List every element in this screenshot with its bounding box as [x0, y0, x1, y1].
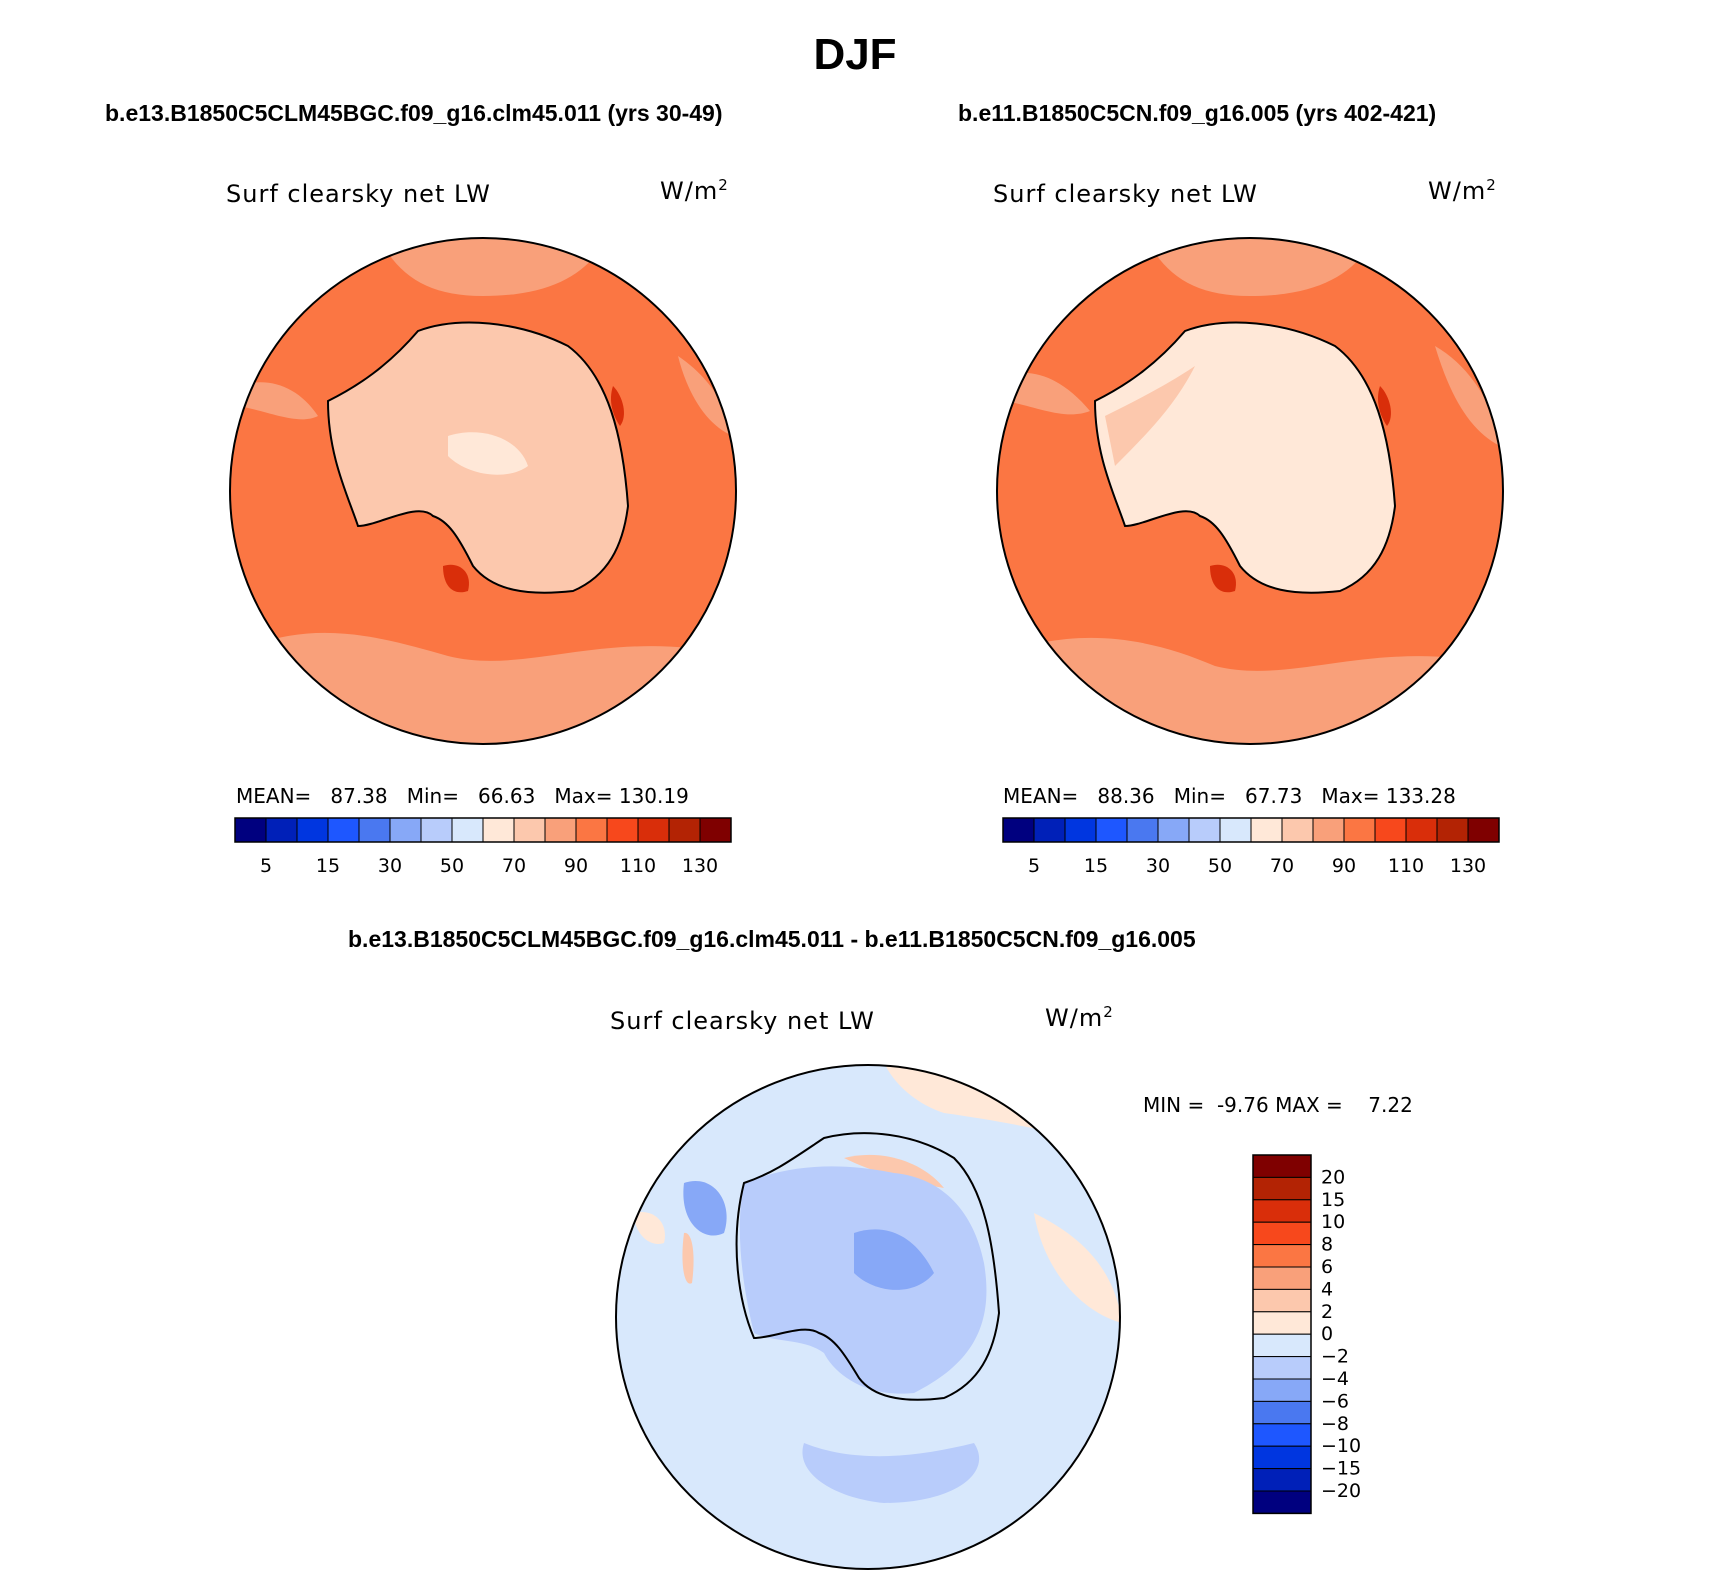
- panel-1-colorbar-swatch: [482, 817, 515, 843]
- panel-1-colorbar-tick-label: 15: [316, 855, 340, 877]
- panel-1-colorbar: 5 15 30 50 70 90 110 130: [234, 817, 732, 877]
- diff-colorbar-tick-label: 0: [1321, 1323, 1333, 1345]
- panel-2-colorbar-swatch: [1250, 817, 1283, 843]
- panel-2-colorbar-tick-label: 50: [1208, 855, 1232, 877]
- main-title: DJF: [813, 30, 897, 79]
- diff-map: [615, 1064, 1121, 1570]
- panel-1-colorbar-swatch: [296, 817, 329, 843]
- diff-colorbar-swatch: [1252, 1288, 1312, 1313]
- panel-2-colorbar-swatch: [1188, 817, 1221, 843]
- panel-2-colorbar-swatch: [1219, 817, 1252, 843]
- panel-2-stats: MEAN= 88.36 Min= 67.73 Max= 133.28: [1003, 784, 1456, 808]
- diff-colorbar-tick-label: 8: [1321, 1234, 1333, 1256]
- panel-2-colorbar-swatch: [1095, 817, 1128, 843]
- panel-1-map: [229, 237, 737, 745]
- panel-1-colorbar-tick-label: 50: [440, 855, 464, 877]
- diff-colorbar-swatch: [1252, 1311, 1312, 1335]
- diff-colorbar-swatch: [1252, 1154, 1312, 1178]
- panel-1-colorbar-swatch: [358, 817, 391, 843]
- diff-colorbar-swatch: [1252, 1490, 1312, 1514]
- diff-colorbar-tick-label: 15: [1321, 1189, 1345, 1211]
- panel-2-colorbar-tick-label: 30: [1146, 855, 1170, 877]
- diff-variable-label: Surf clearsky net LW: [610, 1007, 875, 1035]
- panel-2-colorbar: 5 15 30 50 70 90 110 130: [1002, 817, 1500, 877]
- panel-1-stats: MEAN= 87.38 Min= 66.63 Max= 130.19: [236, 784, 689, 808]
- panel-2-colorbar-swatch: [1405, 817, 1438, 843]
- panel-1-colorbar-tick-label: 90: [564, 855, 588, 877]
- panel-2-colorbar-tick-label: 70: [1270, 855, 1294, 877]
- diff-colorbar-swatch: [1252, 1356, 1312, 1380]
- panel-2-colorbar-swatch: [1374, 817, 1407, 843]
- diff-colorbar-tick-label: 6: [1321, 1256, 1333, 1278]
- panel-2-colorbar-swatch: [1002, 817, 1035, 843]
- panel-1-colorbar-swatch: [513, 817, 546, 843]
- diff-colorbar-swatch: [1252, 1176, 1312, 1201]
- diff-colorbar-tick-label: −4: [1321, 1368, 1349, 1390]
- panel-2-variable-label: Surf clearsky net LW: [993, 180, 1258, 208]
- diff-colorbar-tick-label: 4: [1321, 1278, 1333, 1300]
- panel-1-colorbar-tick-label: 5: [260, 855, 272, 877]
- panel-2-map: [996, 237, 1504, 745]
- panel-1-colorbar-swatch: [668, 817, 701, 843]
- diff-colorbar-tick-label: −8: [1321, 1413, 1349, 1435]
- panel-1-colorbar-swatch: [265, 817, 298, 843]
- panel-1-colorbar-swatch: [234, 817, 267, 843]
- diff-colorbar-swatch: [1252, 1468, 1312, 1492]
- diff-colorbar-swatch: [1252, 1400, 1312, 1425]
- panel-2-colorbar-tick-label: 15: [1084, 855, 1108, 877]
- panel-1-colorbar-swatch: [327, 817, 360, 843]
- panel-2-colorbar-swatch: [1064, 817, 1097, 843]
- diff-colorbar-tick-label: −6: [1321, 1390, 1349, 1412]
- panel-1-colorbar-swatch: [637, 817, 670, 843]
- panel-2-colorbar-tick-label: 110: [1388, 855, 1424, 877]
- diff-colorbar-tick-label: −2: [1321, 1346, 1349, 1368]
- diff-colorbar-swatch: [1252, 1445, 1312, 1470]
- diff-colorbar-swatch: [1252, 1423, 1312, 1447]
- diff-colorbar-tick-label: 20: [1321, 1166, 1345, 1188]
- panel-2-colorbar-swatch: [1467, 817, 1500, 843]
- panel-2-colorbar-swatch: [1343, 817, 1376, 843]
- panel-2-colorbar-swatch: [1033, 817, 1066, 843]
- diff-case-title: b.e13.B1850C5CLM45BGC.f09_g16.clm45.011 …: [348, 926, 1196, 952]
- diff-colorbar-swatch: [1252, 1333, 1312, 1358]
- panel-1-units: W/m2: [660, 176, 729, 205]
- panel-2-colorbar-swatch: [1126, 817, 1159, 843]
- panel-1-colorbar-tick-label: 130: [682, 855, 718, 877]
- diff-colorbar-swatch: [1252, 1221, 1312, 1246]
- panel-1-colorbar-swatch: [451, 817, 484, 843]
- panel-2-colorbar-tick-label: 5: [1028, 855, 1040, 877]
- diff-colorbar-tick-label: −20: [1321, 1480, 1361, 1502]
- diff-colorbar-swatch: [1252, 1199, 1312, 1223]
- panel-1-colorbar-tick-label: 30: [378, 855, 402, 877]
- panel-1-colorbar-swatch: [699, 817, 732, 843]
- panel-2-case-title: b.e11.B1850C5CN.f09_g16.005 (yrs 402-421…: [958, 100, 1437, 126]
- diff-colorbar-tick-label: −10: [1321, 1435, 1361, 1457]
- panel-1-colorbar-swatch: [606, 817, 639, 843]
- panel-2-colorbar-swatch: [1312, 817, 1345, 843]
- panel-2-colorbar-swatch: [1157, 817, 1190, 843]
- panel-2-colorbar-tick-label: 90: [1332, 855, 1356, 877]
- panel-1-variable-label: Surf clearsky net LW: [226, 180, 491, 208]
- panel-2-colorbar-swatch: [1281, 817, 1314, 843]
- panel-1-colorbar-swatch: [544, 817, 577, 843]
- panel-2-colorbar-swatch: [1436, 817, 1469, 843]
- panel-1-colorbar-swatch: [575, 817, 608, 843]
- panel-1-case-title: b.e13.B1850C5CLM45BGC.f09_g16.clm45.011 …: [105, 100, 723, 126]
- panel-2-units: W/m2: [1428, 176, 1497, 205]
- diff-colorbar-tick-label: −15: [1321, 1458, 1361, 1480]
- panel-1-colorbar-tick-label: 70: [502, 855, 526, 877]
- diff-colorbar-tick-label: 10: [1321, 1211, 1345, 1233]
- diff-colorbar-swatch: [1252, 1244, 1312, 1268]
- diff-units: W/m2: [1045, 1003, 1114, 1032]
- diff-colorbar-swatch: [1252, 1378, 1312, 1402]
- diff-colorbar-tick-label: 2: [1321, 1301, 1333, 1323]
- diff-colorbar-swatch: [1252, 1266, 1312, 1290]
- diff-stats: MIN = -9.76 MAX = 7.22: [1143, 1093, 1413, 1117]
- panel-1-colorbar-swatch: [389, 817, 422, 843]
- panel-2-colorbar-tick-label: 130: [1450, 855, 1486, 877]
- panel-1-colorbar-swatch: [420, 817, 453, 843]
- panel-1-colorbar-tick-label: 110: [620, 855, 656, 877]
